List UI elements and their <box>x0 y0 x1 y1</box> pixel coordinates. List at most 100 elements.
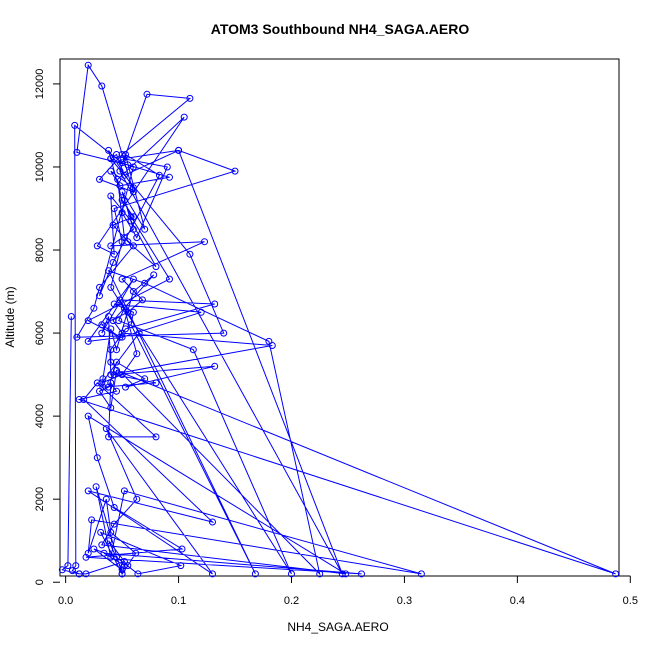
data-point <box>90 304 98 312</box>
data-point <box>96 292 103 300</box>
data-point <box>113 346 120 354</box>
x-tick-label: 0.0 <box>58 595 73 607</box>
data-point <box>268 342 276 349</box>
data-point <box>612 570 620 578</box>
data-point <box>116 182 124 190</box>
data-point <box>110 504 118 511</box>
data-point <box>120 171 128 179</box>
data-point <box>118 333 126 341</box>
x-axis-label: NH4_SAGA.AERO <box>287 620 388 634</box>
data-point <box>90 545 98 553</box>
data-point <box>177 562 185 570</box>
data-point <box>129 275 137 283</box>
data-point <box>105 267 113 275</box>
data-point <box>135 329 143 337</box>
data-point <box>67 313 75 320</box>
data-point <box>107 242 115 250</box>
data-point <box>93 454 101 462</box>
data-point <box>122 325 129 333</box>
data-point <box>127 217 135 225</box>
data-point <box>118 209 126 217</box>
data-point <box>220 329 228 337</box>
data-point <box>98 379 106 387</box>
data-point <box>133 234 141 242</box>
data-point <box>68 567 76 575</box>
data-point <box>107 167 115 175</box>
data-point <box>58 566 66 574</box>
data-point <box>120 196 128 204</box>
chart-title: ATOM3 Southbound NH4_SAGA.AERO <box>211 21 470 37</box>
data-point <box>109 259 117 266</box>
data-point <box>186 250 194 258</box>
series-line <box>61 63 616 576</box>
data-point <box>107 192 115 200</box>
y-tick-label: 12000 <box>34 69 46 100</box>
data-point <box>105 313 113 320</box>
data-point <box>82 570 90 578</box>
data-point <box>118 196 126 204</box>
data-point <box>338 570 346 578</box>
data-point <box>288 570 295 578</box>
data-point <box>118 329 126 337</box>
data-point <box>114 175 122 183</box>
data-point <box>152 263 160 271</box>
data-point <box>105 383 113 391</box>
data-point <box>166 275 173 283</box>
data-point <box>105 537 113 545</box>
data-point <box>201 238 208 246</box>
y-axis-label: Altitude (m) <box>3 286 17 347</box>
data-point <box>211 362 219 370</box>
data-point <box>105 146 113 154</box>
y-tick-label: 0 <box>34 579 46 585</box>
data-point <box>113 366 120 374</box>
data-point <box>107 528 115 536</box>
data-point <box>178 545 186 553</box>
data-point <box>152 379 160 387</box>
data-point <box>120 304 128 312</box>
data-point <box>251 570 259 578</box>
data-point <box>84 412 92 420</box>
data-point <box>127 321 135 329</box>
data-point <box>138 296 146 304</box>
data-point <box>118 275 126 283</box>
x-tick-label: 0.4 <box>510 595 525 607</box>
data-point <box>129 242 137 250</box>
y-tick-label: 2000 <box>34 487 46 511</box>
data-point <box>73 148 81 156</box>
data-point <box>75 570 83 578</box>
data-point <box>133 495 141 503</box>
data-point <box>120 562 128 570</box>
data-point <box>141 225 149 233</box>
data-point <box>122 151 129 158</box>
data-point <box>93 379 101 387</box>
data-point <box>102 495 110 503</box>
data-point <box>88 516 96 524</box>
data-point <box>175 146 183 154</box>
data-point <box>211 300 219 308</box>
series-layer <box>58 61 620 578</box>
data-point <box>109 221 117 229</box>
data-point <box>71 121 79 129</box>
y-axis: 0 2000 4000 6000 8000 10000 12000 <box>34 69 60 585</box>
data-point <box>358 570 365 578</box>
data-point <box>97 528 105 536</box>
data-point <box>120 558 128 565</box>
data-point <box>80 396 88 403</box>
data-point <box>73 333 81 341</box>
data-point <box>150 271 158 279</box>
data-point <box>116 296 124 304</box>
data-point <box>127 213 135 221</box>
data-point <box>110 520 118 528</box>
x-tick-label: 0.2 <box>284 595 299 607</box>
data-point <box>110 250 118 258</box>
data-point <box>118 188 126 196</box>
data-point <box>197 308 205 316</box>
data-point <box>98 321 106 329</box>
data-point <box>98 329 106 337</box>
data-point <box>134 570 142 578</box>
data-point <box>72 562 80 570</box>
data-point <box>107 371 115 379</box>
data-point <box>96 175 103 183</box>
data-point <box>84 317 92 325</box>
data-point <box>133 350 141 358</box>
